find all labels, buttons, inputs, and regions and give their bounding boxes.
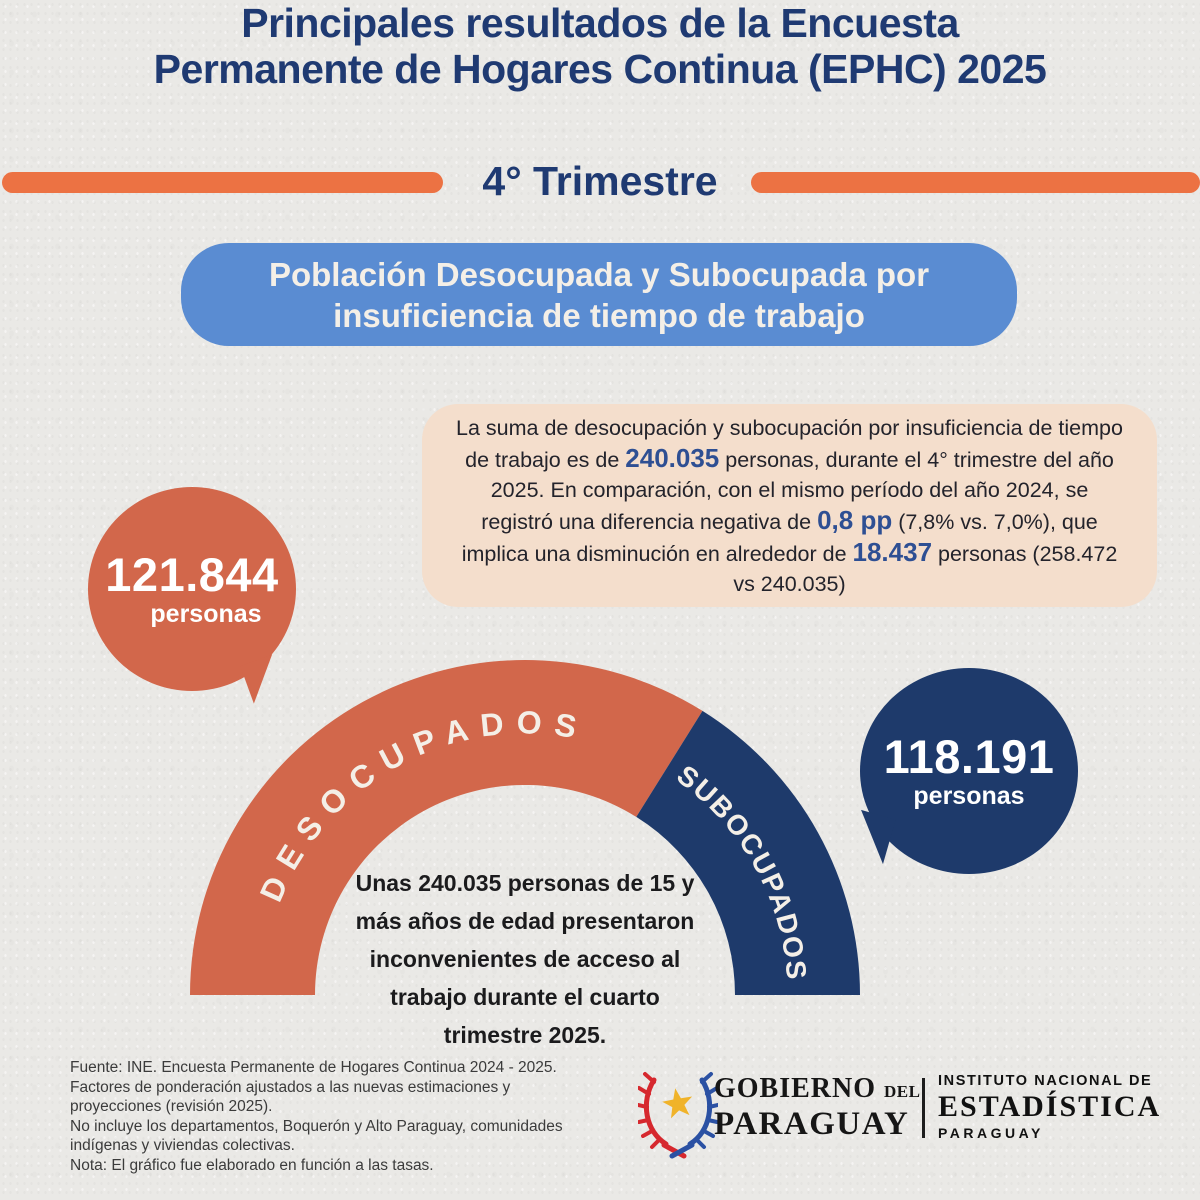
footer-logos: GOBIERNO DEL PARAGUAY INSTITUTO NACIONAL… bbox=[638, 1066, 1161, 1166]
gauge-segment-desocupados bbox=[190, 660, 703, 995]
title-line-2: Permanente de Hogares Continua (EPHC) 20… bbox=[153, 46, 1047, 92]
footer-note-line: Fuente: INE. Encuesta Permanente de Hoga… bbox=[70, 1059, 557, 1076]
subocupados-value: 118.191 bbox=[883, 730, 1055, 783]
desocupados-unit: personas bbox=[150, 600, 262, 628]
gauge-center-line: trimestre 2025. bbox=[443, 1022, 607, 1048]
summary-text: personas (258.472 vs 240.035) bbox=[733, 541, 1118, 596]
summary-emphasis: 18.437 bbox=[852, 536, 933, 567]
ine-line1: INSTITUTO NACIONAL DE bbox=[938, 1073, 1153, 1089]
subtitle-row: 4° Trimestre bbox=[0, 158, 1200, 206]
section-banner: Población Desocupada y Subocupada por in… bbox=[181, 243, 1017, 346]
bubble-desocupados: 121.844 personas bbox=[88, 487, 296, 691]
page-title: Principales resultados de la Encuesta Pe… bbox=[0, 0, 1200, 92]
banner-line-1: Población Desocupada y Subocupada por bbox=[268, 255, 930, 293]
footer-note-line: Factores de ponderación ajustados a las … bbox=[70, 1078, 511, 1096]
subtitle-trimester: 4° Trimestre bbox=[482, 158, 718, 204]
gauge-segment-subocupados bbox=[636, 710, 860, 995]
gobierno-logo-text: GOBIERNO DEL PARAGUAY bbox=[714, 1073, 921, 1142]
paraguay-wreath-icon bbox=[638, 1072, 718, 1159]
gauge-center-line: inconvenientes de acceso al bbox=[369, 946, 681, 972]
gobierno-line1: GOBIERNO DEL bbox=[714, 1073, 921, 1104]
footer-note-line: indígenas y viviendas colectivas. bbox=[70, 1137, 295, 1154]
footer-notes: Fuente: INE. Encuesta Permanente de Hoga… bbox=[70, 1058, 630, 1175]
footer-note-line: Nota: El gráfico fue elaborado en funció… bbox=[70, 1156, 434, 1174]
ine-line2: ESTADÍSTICA bbox=[938, 1090, 1162, 1123]
gauge-center-line: trabajo durante el cuarto bbox=[390, 984, 660, 1010]
summary-text: personas, durante el 4° trimestre del añ… bbox=[481, 447, 1114, 534]
summary-box: La suma de desocupación y subocupación p… bbox=[422, 404, 1157, 607]
subtitle-accent-bar-right bbox=[751, 172, 1200, 193]
ine-logo-text: INSTITUTO NACIONAL DE ESTADÍSTICA PARAGU… bbox=[938, 1072, 1161, 1142]
gauge-center-line: más años de edad presentaron bbox=[355, 908, 695, 934]
footer-note-line: No incluye los departamentos, Boquerón y… bbox=[70, 1117, 563, 1135]
logo-divider bbox=[922, 1078, 925, 1138]
subocupados-unit: personas bbox=[913, 782, 1025, 810]
star-icon bbox=[662, 1088, 693, 1119]
gauge-center-text: Unas 240.035 personas de 15 y más años de… bbox=[315, 864, 735, 1054]
gobierno-line2: PARAGUAY bbox=[714, 1106, 910, 1142]
summary-emphasis: 240.035 bbox=[625, 442, 720, 473]
summary-text: La suma de desocupación y subocupación p… bbox=[456, 415, 1123, 472]
gauge-center-line: Unas 240.035 personas de 15 y bbox=[355, 870, 695, 896]
banner-line-2: insuficiencia de tiempo de trabajo bbox=[333, 296, 865, 334]
summary-emphasis: 0,8 pp bbox=[817, 504, 893, 535]
summary-paragraph: La suma de desocupación y subocupación p… bbox=[456, 413, 1123, 599]
summary-text: (7,8% vs. 7,0%), que implica una disminu… bbox=[461, 509, 1098, 566]
bubble-subocupados: 118.191 personas bbox=[860, 668, 1078, 874]
desocupados-value: 121.844 bbox=[105, 548, 279, 601]
subtitle-accent-bar-left bbox=[2, 172, 443, 193]
footer-note-line: proyecciones (revisión 2025). bbox=[70, 1098, 273, 1115]
ine-line3: PARAGUAY bbox=[938, 1125, 1044, 1141]
title-line-1: Principales resultados de la Encuesta bbox=[241, 0, 959, 46]
